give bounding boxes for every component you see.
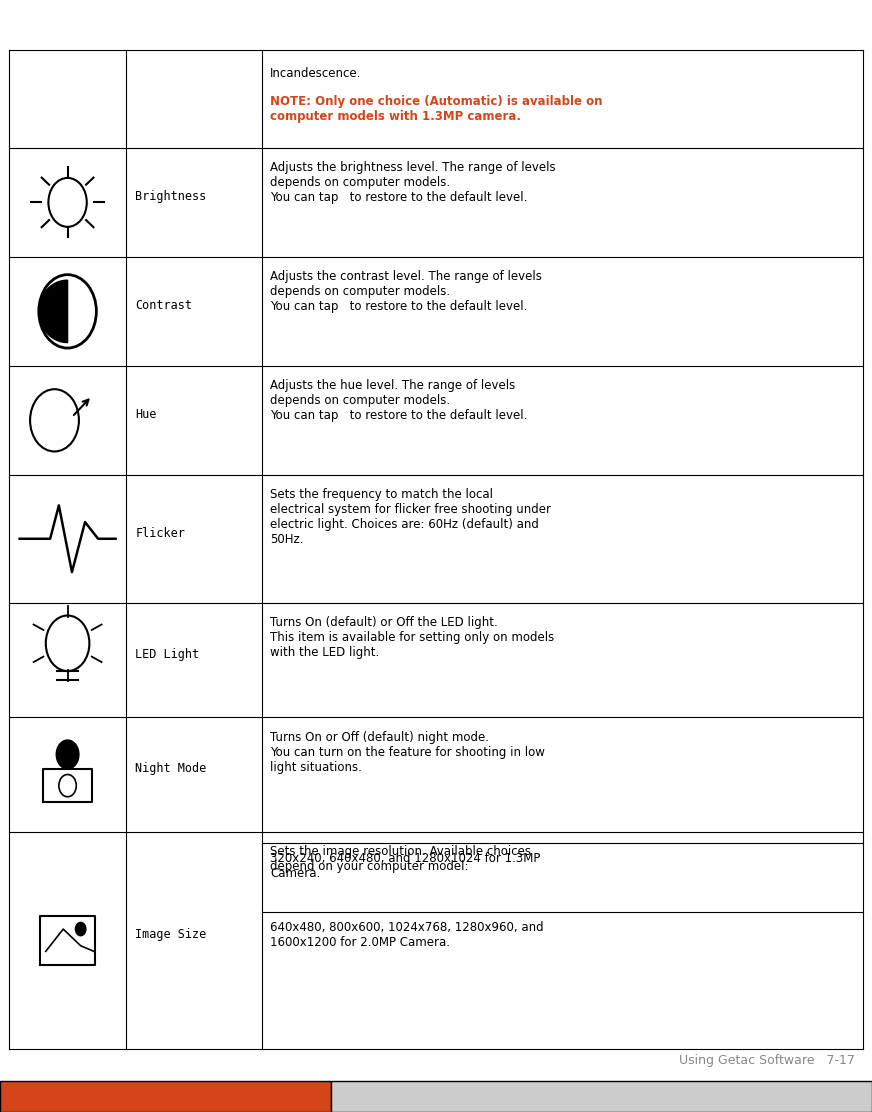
Text: Image Size: Image Size <box>135 929 207 941</box>
Text: Contrast: Contrast <box>135 299 192 312</box>
Text: Sets the frequency to match the local
electrical system for flicker free shootin: Sets the frequency to match the local el… <box>270 488 551 546</box>
FancyBboxPatch shape <box>331 1081 872 1112</box>
Text: Incandescence.: Incandescence. <box>270 67 362 80</box>
Text: Adjusts the contrast level. The range of levels
depends on computer models.
You : Adjusts the contrast level. The range of… <box>270 270 542 314</box>
Text: Brightness: Brightness <box>135 190 207 203</box>
Text: Flicker: Flicker <box>135 527 185 539</box>
Text: Night Mode: Night Mode <box>135 763 207 775</box>
Text: LED Light: LED Light <box>135 648 200 661</box>
Text: Using Getac Software   7-17: Using Getac Software 7-17 <box>678 1054 855 1068</box>
Text: NOTE: Only one choice (Automatic) is available on
computer models with 1.3MP cam: NOTE: Only one choice (Automatic) is ava… <box>270 95 603 122</box>
Text: Turns On (default) or Off the LED light.
This item is available for setting only: Turns On (default) or Off the LED light.… <box>270 616 555 659</box>
Text: Adjusts the hue level. The range of levels
depends on computer models.
You can t: Adjusts the hue level. The range of leve… <box>270 379 528 423</box>
Text: Turns On or Off (default) night mode.
You can turn on the feature for shooting i: Turns On or Off (default) night mode. Yo… <box>270 731 545 774</box>
Text: Adjusts the brightness level. The range of levels
depends on computer models.
Yo: Adjusts the brightness level. The range … <box>270 161 556 205</box>
Polygon shape <box>39 280 68 342</box>
Text: 320x240, 640x480, and 1280x1024 for 1.3MP
Camera.: 320x240, 640x480, and 1280x1024 for 1.3M… <box>270 852 541 881</box>
Circle shape <box>56 741 78 770</box>
Text: Sets the image resolution. Available choices
depend on your computer model:: Sets the image resolution. Available cho… <box>270 845 531 873</box>
Circle shape <box>75 922 85 935</box>
Text: Hue: Hue <box>135 408 157 421</box>
FancyBboxPatch shape <box>0 1081 331 1112</box>
Text: 640x480, 800x600, 1024x768, 1280x960, and
1600x1200 for 2.0MP Camera.: 640x480, 800x600, 1024x768, 1280x960, an… <box>270 921 544 949</box>
